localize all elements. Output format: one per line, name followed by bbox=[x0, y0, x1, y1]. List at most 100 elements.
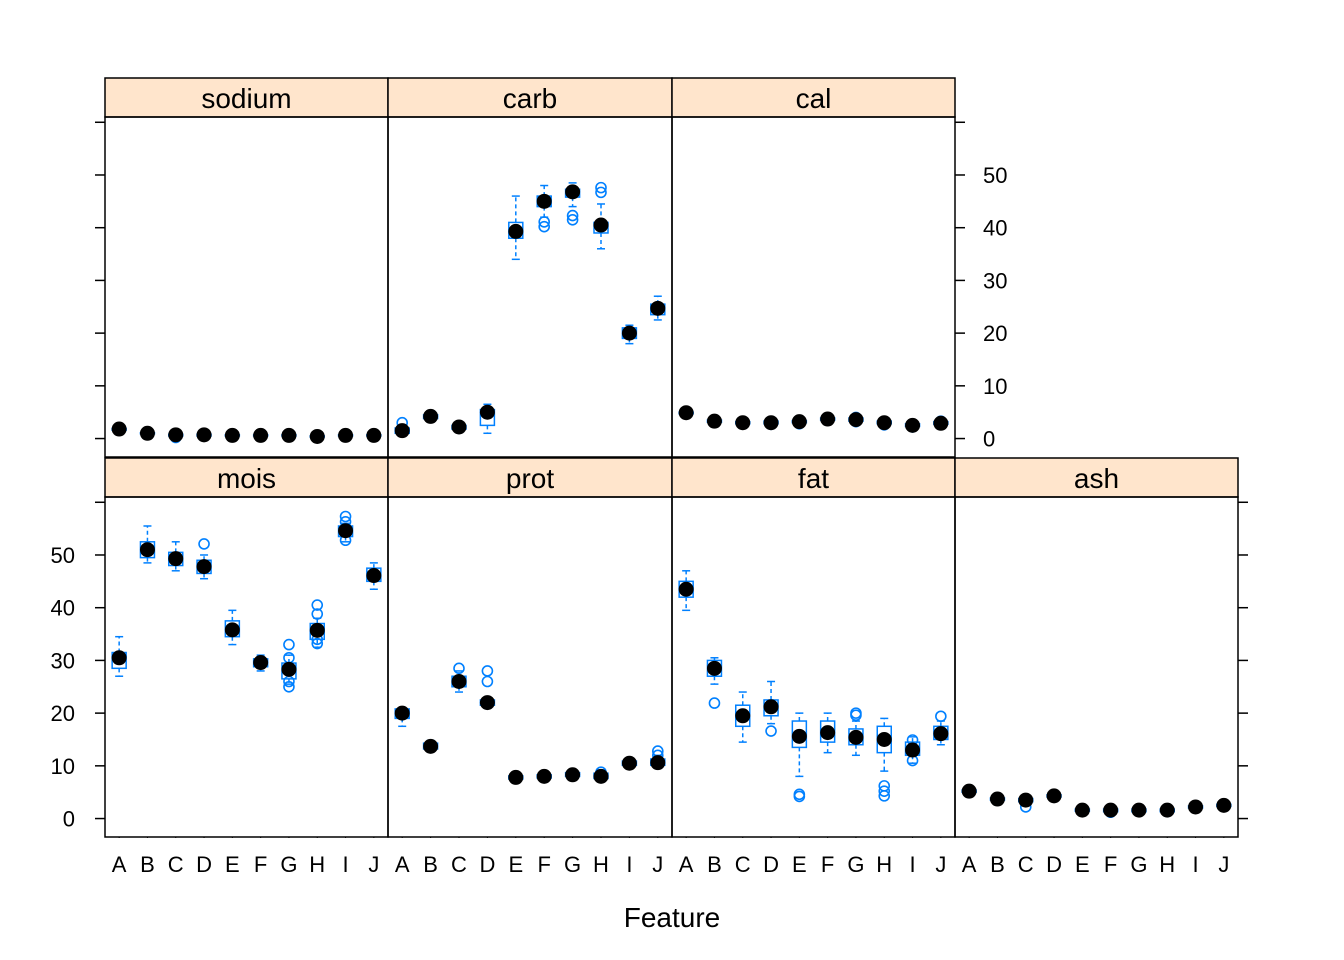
median-point bbox=[876, 731, 892, 747]
y-tick-label: 40 bbox=[51, 596, 75, 621]
outlier-point bbox=[283, 680, 295, 693]
x-tick-label: E bbox=[225, 852, 240, 877]
strip-label-mois: mois bbox=[217, 463, 276, 494]
box-cal-J bbox=[933, 415, 949, 431]
box-cal-E bbox=[791, 414, 808, 430]
median-point bbox=[479, 695, 495, 711]
median-point bbox=[366, 427, 382, 443]
box-mois-E bbox=[224, 609, 241, 646]
panel-prot: prot A B C D E F G H I J bbox=[387, 457, 673, 877]
box-fat-B bbox=[706, 657, 723, 709]
box-carb-I bbox=[621, 324, 638, 345]
median-point bbox=[933, 726, 949, 742]
outlier-point bbox=[339, 510, 352, 523]
box-mois-H bbox=[309, 599, 325, 650]
box-sodium-A bbox=[111, 421, 127, 437]
median-point bbox=[1074, 802, 1090, 818]
x-axis-label: Feature bbox=[624, 902, 721, 933]
box-carb-D bbox=[479, 403, 496, 435]
box-cal-C bbox=[735, 415, 751, 431]
panel-frame-cal bbox=[671, 116, 956, 458]
x-tick-label: G bbox=[564, 852, 581, 877]
box-sodium-I bbox=[337, 427, 354, 443]
box-ash-F bbox=[1102, 802, 1119, 819]
y-tick-label: 0 bbox=[63, 807, 75, 832]
x-tick-label: F bbox=[821, 852, 834, 877]
box-cal-D bbox=[763, 415, 779, 431]
box-prot-I bbox=[621, 755, 638, 771]
outlier-point bbox=[481, 675, 494, 688]
box-ash-C bbox=[1018, 792, 1034, 813]
box-sodium-J bbox=[366, 427, 382, 443]
median-point bbox=[253, 427, 269, 443]
y-tick-label: 10 bbox=[983, 374, 1007, 399]
box-cal-B bbox=[706, 413, 723, 429]
median-point bbox=[961, 783, 977, 799]
outlier-point bbox=[538, 220, 551, 233]
x-tick-label: A bbox=[112, 852, 127, 877]
median-point bbox=[1188, 799, 1204, 815]
box-cal-H bbox=[876, 415, 892, 431]
x-tick-label: G bbox=[847, 852, 864, 877]
box-ash-E bbox=[1074, 802, 1091, 818]
y-tick-label: 30 bbox=[983, 268, 1007, 293]
median-point bbox=[338, 523, 354, 539]
median-point bbox=[253, 655, 269, 671]
box-ash-H bbox=[1159, 802, 1175, 818]
median-point bbox=[196, 427, 212, 443]
panel-frame-carb bbox=[387, 116, 673, 458]
box-prot-F bbox=[536, 768, 552, 784]
x-tick-label: D bbox=[196, 852, 212, 877]
median-point bbox=[791, 728, 807, 744]
box-prot-E bbox=[508, 769, 524, 785]
box-cal-I bbox=[904, 417, 921, 433]
x-tick-label: B bbox=[990, 852, 1005, 877]
box-ash-I bbox=[1187, 799, 1204, 815]
outlier-point bbox=[793, 788, 806, 801]
median-point bbox=[735, 708, 751, 724]
box-carb-J bbox=[650, 295, 666, 321]
strip-cal bbox=[671, 77, 956, 118]
x-tick-label: C bbox=[451, 852, 467, 877]
box-sodium-C bbox=[168, 427, 184, 444]
x-tick-label: H bbox=[876, 852, 892, 877]
median-point bbox=[593, 217, 609, 233]
box-fat-G bbox=[848, 707, 864, 757]
median-point bbox=[536, 768, 552, 784]
box-mois-D bbox=[196, 538, 212, 580]
box-fat-J bbox=[933, 710, 949, 746]
x-tick-label: H bbox=[593, 852, 609, 877]
box-sodium-G bbox=[281, 427, 297, 443]
box-fat-E bbox=[791, 712, 808, 803]
strip-label-fat: fat bbox=[798, 463, 829, 494]
strip-mois bbox=[104, 457, 389, 498]
median-point bbox=[168, 551, 184, 567]
box-prot-C bbox=[451, 662, 467, 693]
y-tick-label: 20 bbox=[983, 321, 1007, 346]
x-tick-label: F bbox=[1104, 852, 1117, 877]
median-point bbox=[281, 661, 297, 677]
median-point bbox=[394, 705, 410, 721]
y-axis-right-top: 0 10 20 30 40 50 bbox=[955, 121, 1007, 452]
x-tick-label: J bbox=[1218, 852, 1229, 877]
panel-cal: cal bbox=[671, 77, 956, 458]
median-point bbox=[168, 427, 184, 443]
median-point bbox=[224, 622, 240, 638]
strip-label-prot: prot bbox=[506, 463, 554, 494]
panel-frame-prot bbox=[387, 496, 673, 838]
median-point bbox=[508, 223, 524, 239]
median-point bbox=[848, 729, 864, 745]
outlier-point bbox=[283, 638, 295, 651]
median-point bbox=[281, 427, 297, 443]
strip-label-carb: carb bbox=[503, 83, 557, 114]
median-point bbox=[621, 325, 637, 341]
median-point bbox=[565, 184, 581, 200]
median-point bbox=[1131, 802, 1147, 818]
outlier-point bbox=[311, 599, 324, 611]
box-fat-D bbox=[763, 680, 779, 737]
x-tick-label: B bbox=[707, 852, 722, 877]
x-tick-label: H bbox=[309, 852, 325, 877]
median-point bbox=[111, 650, 127, 666]
box-ash-A bbox=[961, 783, 977, 799]
median-point bbox=[1046, 788, 1062, 804]
